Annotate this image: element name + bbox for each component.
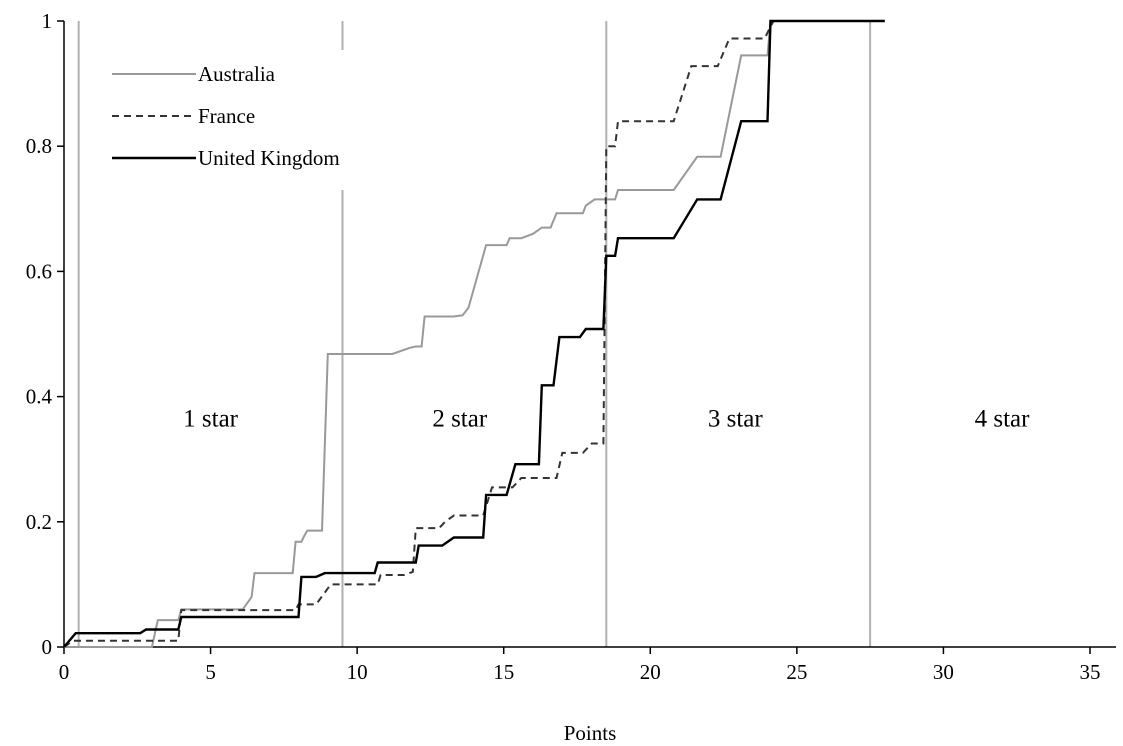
axes: 00.20.40.60.810 5 10 15 20 25 30 35 (26, 9, 1116, 684)
y-tick-label: 0.4 (26, 385, 53, 409)
x-tick-label: 30 (933, 660, 954, 684)
y-tick-label: 1 (42, 9, 53, 33)
x-tick-label: 15 (493, 660, 514, 684)
series-line-united-kingdom (63, 19, 885, 648)
x-axis-title: Points (564, 721, 617, 745)
x-tick-label: 10 (347, 660, 368, 684)
x-tick-label: 25 (786, 660, 807, 684)
legend-label: France (198, 104, 255, 128)
region-label: 3 star (708, 405, 764, 432)
legend: Australia France United Kingdom (112, 62, 340, 170)
x-tick-label: 20 (640, 660, 661, 684)
legend-label: United Kingdom (198, 146, 340, 170)
series-line-australia (64, 20, 885, 648)
region-label: 2 star (432, 405, 488, 432)
series-layer (63, 19, 885, 648)
region-label: 4 star (975, 405, 1031, 432)
y-tick-label: 0.2 (26, 510, 52, 534)
x-tick-label: 35 (1080, 660, 1101, 684)
x-tick-label: 5 (205, 660, 216, 684)
y-tick-label: 0 (42, 635, 53, 659)
y-tick-label: 0.6 (26, 259, 52, 283)
legend-label: Australia (198, 62, 276, 86)
region-label: 1 star (183, 405, 239, 432)
series-line-france (63, 20, 885, 648)
threshold-lines (77, 21, 872, 647)
region-labels: 1 star 2 star 3 star 4 star (183, 405, 1030, 432)
y-tick-label: 0.8 (26, 134, 52, 158)
x-tick-label: 0 (59, 660, 70, 684)
